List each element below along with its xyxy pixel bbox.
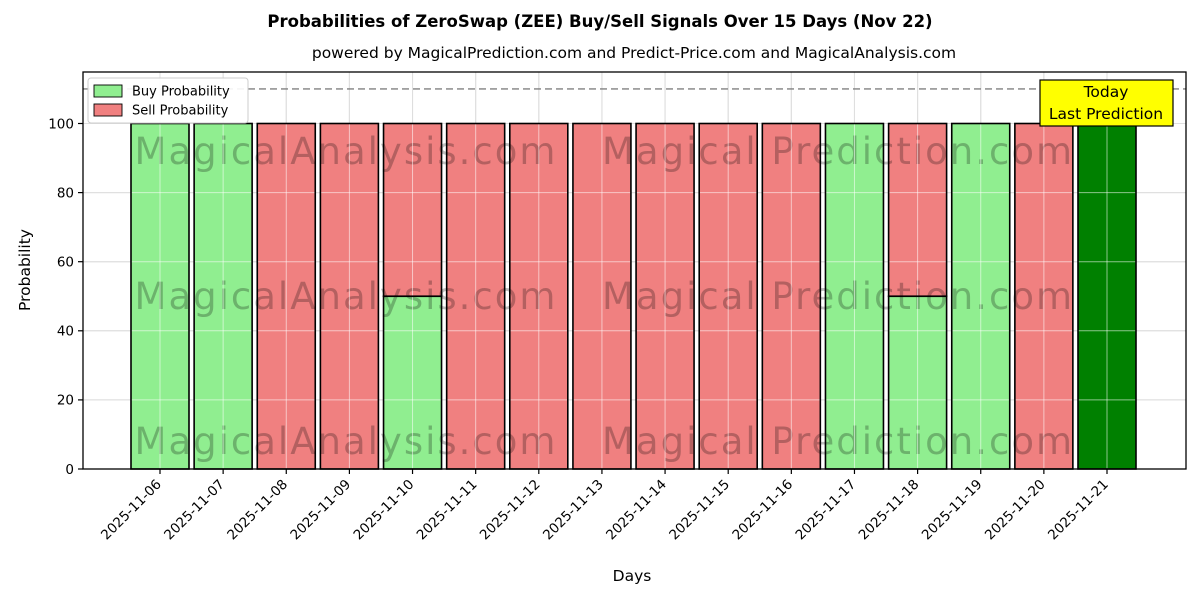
today-annotation-line2: Last Prediction: [1049, 105, 1163, 123]
today-annotation-box: [1039, 79, 1174, 127]
legend: Buy Probability Sell Probability: [87, 77, 249, 124]
watermark-text: Magical Prediction.com: [602, 275, 1074, 318]
plot-border: [82, 71, 1187, 470]
legend-label-buy: Buy Probability: [132, 85, 230, 100]
watermark-text: Magical Prediction.com: [602, 420, 1074, 463]
legend-swatch-sell: [93, 103, 123, 117]
watermark-layer: MagicalAnalysis.com Magical Prediction.co…: [135, 130, 1074, 463]
bar-border-2025-11-10: [382, 122, 443, 298]
chart-subtitle: powered by MagicalPrediction.com and Pre…: [312, 44, 956, 62]
watermark-text: Magical Prediction.com: [602, 130, 1074, 173]
y-tick-label: 20: [57, 393, 74, 409]
chart-title: Probabilities of ZeroSwap (ZEE) Buy/Sell…: [267, 12, 932, 31]
today-annotation: Today Last Prediction: [1039, 79, 1174, 127]
y-tick-label: 100: [48, 116, 74, 132]
y-tick-label: 80: [57, 185, 74, 201]
gridlines-over-layer: [83, 72, 1186, 469]
y-axis-label: Probability: [16, 229, 34, 311]
y-tick-label: 60: [57, 255, 74, 271]
y-tick-label: 0: [65, 462, 74, 478]
today-annotation-line1: Today: [1083, 83, 1129, 101]
legend-swatch-buy: [93, 84, 123, 98]
legend-label-sell: Sell Probability: [132, 104, 229, 119]
axis-ticks-layer: [78, 122, 1108, 474]
bar-border-2025-11-18: [887, 122, 948, 298]
watermark-text: MagicalAnalysis.com: [135, 420, 558, 463]
watermark-text: MagicalAnalysis.com: [135, 130, 558, 173]
legend-box: [87, 77, 249, 124]
watermark-text: MagicalAnalysis.com: [135, 275, 558, 318]
y-tick-label: 40: [57, 324, 74, 340]
x-axis-label: Days: [613, 567, 652, 585]
